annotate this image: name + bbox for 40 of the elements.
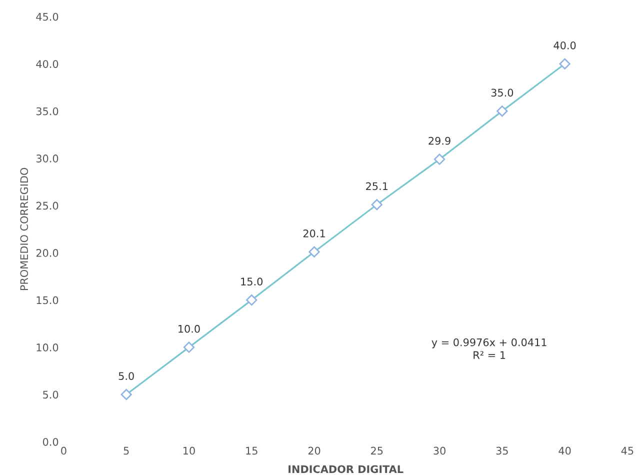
data-label: 40.0 [554, 41, 576, 50]
y-tick-label: 25.0 [36, 202, 58, 210]
annotation: R² = 1 [474, 351, 506, 359]
x-axis-title: INDICADOR DIGITAL [288, 465, 404, 474]
y-tick-label: 15.0 [36, 296, 58, 304]
y-tick-label: 35.0 [36, 107, 58, 116]
x-tick-label: 20 [308, 446, 320, 455]
point [434, 154, 446, 165]
data-label: 25.1 [366, 182, 388, 190]
annotation: y = 0.9976x + 0.0411 [432, 338, 546, 348]
point [183, 342, 195, 353]
y-tick-label: 10.0 [36, 344, 58, 352]
data-label: 35.0 [491, 88, 514, 97]
point [559, 58, 570, 70]
y-tick-label: 40.0 [36, 60, 58, 68]
y-tick-label: 0.0 [42, 438, 58, 446]
data-label: 15.0 [241, 278, 263, 286]
x-tick-label: 30 [434, 446, 446, 455]
x-tick-label: 25 [371, 446, 383, 455]
y-axis-title: PROMEDIO CORREGIDO [20, 168, 28, 290]
x-tick-label: 5 [124, 446, 129, 455]
y-tick-label: 20.0 [36, 249, 58, 257]
point [496, 105, 508, 117]
data-label: 20.1 [303, 229, 325, 238]
x-tick-label: 40 [558, 446, 571, 455]
data-label: 29.9 [428, 136, 450, 145]
x-tick-label: 45 [621, 446, 634, 455]
x-tick-label: 10 [183, 446, 195, 455]
x-tick-label: 35 [496, 446, 508, 455]
y-tick-label: 45.0 [36, 12, 58, 21]
point [246, 294, 258, 306]
y-tick-label: 30.0 [36, 154, 58, 162]
data-label: 5.0 [118, 372, 134, 380]
y-tick-label: 5.0 [43, 390, 58, 399]
point [308, 246, 320, 258]
x-tick-label: 0 [61, 446, 66, 455]
data-label: 10.0 [178, 324, 200, 333]
point [120, 388, 132, 400]
x-tick-label: 15 [246, 446, 258, 455]
point [371, 199, 382, 210]
